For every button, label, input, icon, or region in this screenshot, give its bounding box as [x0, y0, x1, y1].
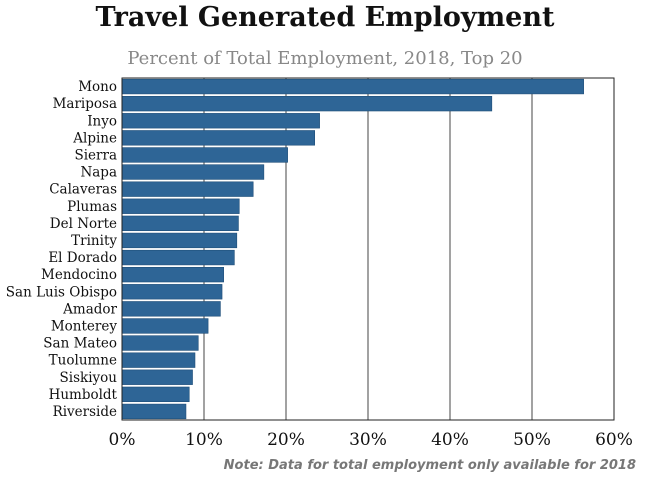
category-label: Napa — [80, 165, 117, 181]
category-label: Humboldt — [49, 387, 118, 403]
category-label: Mariposa — [53, 96, 117, 112]
bar — [121, 266, 224, 283]
bar — [121, 301, 221, 317]
x-tick-label: 40% — [431, 430, 469, 450]
bar — [121, 352, 196, 368]
chart-note: Note: Data for total employment only ava… — [223, 458, 636, 473]
category-label: Tuolumne — [49, 353, 117, 369]
bar — [121, 164, 265, 180]
bar — [121, 249, 235, 266]
category-label: Mono — [78, 79, 117, 95]
x-tick-label: 0% — [109, 430, 136, 450]
x-tick-label: 50% — [513, 430, 551, 450]
category-label: San Luis Obispo — [6, 284, 117, 300]
bar — [121, 78, 584, 95]
category-label: Inyo — [87, 113, 117, 129]
category-label: Del Norte — [50, 216, 117, 232]
bar — [121, 147, 288, 163]
x-tick-label: 60% — [595, 430, 633, 450]
category-label: Sierra — [74, 147, 117, 163]
category-label: Riverside — [53, 404, 117, 420]
chart-title: Travel Generated Employment — [95, 2, 555, 33]
bar — [121, 284, 223, 300]
category-label: El Dorado — [48, 250, 117, 266]
category-label: San Mateo — [43, 336, 117, 352]
x-tick-label: 10% — [185, 430, 223, 450]
bar — [121, 335, 199, 351]
category-label: Amador — [62, 301, 117, 317]
category-label: Monterey — [51, 318, 118, 334]
bar — [121, 113, 320, 129]
category-label: Alpine — [72, 130, 117, 146]
bar — [121, 215, 239, 232]
category-label: Trinity — [71, 233, 117, 249]
bar — [121, 198, 240, 214]
bar — [121, 232, 238, 249]
category-label: Calaveras — [49, 182, 117, 198]
bar — [121, 181, 254, 197]
bar — [121, 403, 187, 420]
bar — [121, 386, 190, 403]
x-tick-label: 20% — [267, 430, 305, 450]
bar — [121, 95, 493, 112]
category-label: Siskiyou — [60, 370, 118, 386]
bar — [121, 130, 315, 146]
category-label: Mendocino — [41, 267, 117, 283]
bar — [121, 318, 209, 334]
plot-frame — [121, 77, 615, 421]
bar — [121, 369, 193, 385]
chart-subtitle: Percent of Total Employment, 2018, Top 2… — [127, 48, 523, 69]
category-label: Plumas — [67, 199, 117, 215]
x-tick-label: 30% — [349, 430, 387, 450]
